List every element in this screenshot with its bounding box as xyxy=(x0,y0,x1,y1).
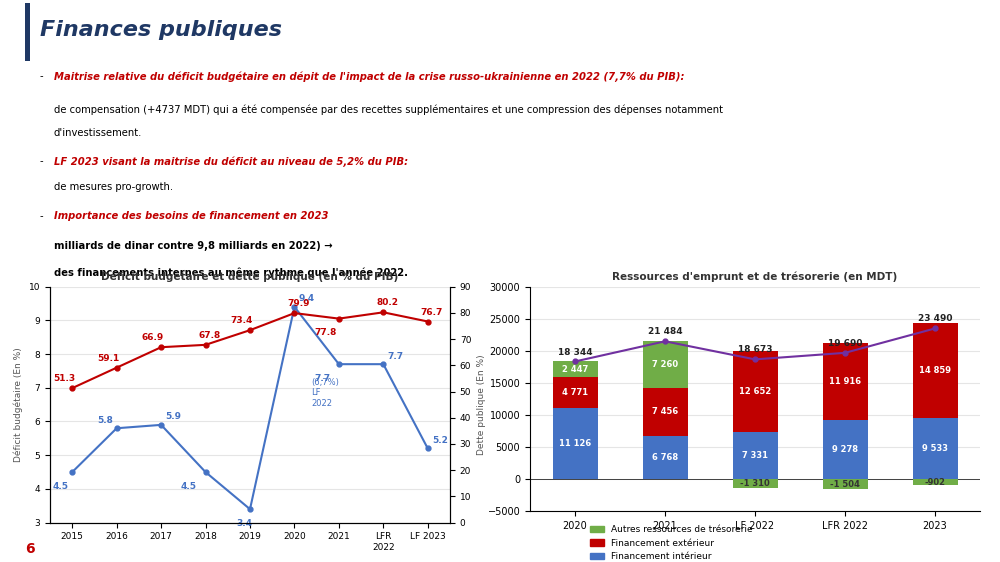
Title: Ressources d'emprunt et de trésorerie (en MDT): Ressources d'emprunt et de trésorerie (e… xyxy=(612,271,898,282)
Bar xyxy=(552,377,598,408)
Text: Maitrise relative du déficit budgétaire en dépit de l'impact de la crise russo-u: Maitrise relative du déficit budgétaire … xyxy=(54,71,684,81)
Text: 4.5: 4.5 xyxy=(181,482,197,491)
Bar xyxy=(732,351,778,432)
Text: -902: -902 xyxy=(924,478,946,487)
Bar xyxy=(822,420,868,479)
Text: 5.9: 5.9 xyxy=(165,413,181,422)
Text: 5.8: 5.8 xyxy=(97,416,113,425)
Text: 9 533: 9 533 xyxy=(922,444,948,453)
Text: 5.2: 5.2 xyxy=(432,436,448,445)
Bar xyxy=(912,323,958,418)
Text: Importance des besoins de financement en 2023: Importance des besoins de financement en… xyxy=(54,211,328,220)
Y-axis label: Dette publique (En %): Dette publique (En %) xyxy=(477,354,486,455)
Text: 7 456: 7 456 xyxy=(652,407,678,416)
Text: -: - xyxy=(40,156,46,166)
Text: 11 916: 11 916 xyxy=(829,377,861,386)
Text: -1 504: -1 504 xyxy=(830,479,860,488)
Text: 77.8: 77.8 xyxy=(314,328,336,337)
Text: 59.1: 59.1 xyxy=(97,353,119,362)
Text: 6: 6 xyxy=(25,542,35,556)
Bar xyxy=(822,343,868,420)
Bar xyxy=(642,388,688,436)
Text: 12 652: 12 652 xyxy=(739,387,771,396)
Bar xyxy=(912,479,958,485)
Text: 4 771: 4 771 xyxy=(562,388,588,397)
Y-axis label: Déficit budgétaire (En %): Déficit budgétaire (En %) xyxy=(14,347,23,462)
Text: 79.9: 79.9 xyxy=(288,299,310,308)
Text: 23 490: 23 490 xyxy=(918,315,952,324)
Text: Finances publiques: Finances publiques xyxy=(40,20,282,40)
Text: 11 126: 11 126 xyxy=(559,439,591,448)
Bar xyxy=(552,408,598,479)
Text: 67.8: 67.8 xyxy=(199,331,221,340)
Text: 6 768: 6 768 xyxy=(652,453,678,462)
Legend: Autres ressources de trésorerie, Financement extérieur, Financement intérieur, R: Autres ressources de trésorerie, Finance… xyxy=(586,522,789,562)
Text: 18 673: 18 673 xyxy=(738,346,772,355)
Text: 7.7: 7.7 xyxy=(314,374,330,383)
Bar xyxy=(642,341,688,388)
Text: 9 278: 9 278 xyxy=(832,445,858,454)
Text: 76.7: 76.7 xyxy=(421,307,443,316)
Text: 21 484: 21 484 xyxy=(648,328,682,337)
Bar xyxy=(732,432,778,479)
Text: 19 690: 19 690 xyxy=(828,339,862,348)
Bar xyxy=(822,479,868,489)
Text: de compensation (+4737 MDT) qui a été compensée par des recettes supplémentaires: de compensation (+4737 MDT) qui a été co… xyxy=(54,105,723,115)
Text: 3.4: 3.4 xyxy=(236,519,252,528)
Text: 18 344: 18 344 xyxy=(558,347,592,356)
Text: 7 331: 7 331 xyxy=(742,451,768,460)
Text: 66.9: 66.9 xyxy=(142,333,164,342)
Text: LF 2023 visant la maitrise du déficit au niveau de 5,2% du PIB:: LF 2023 visant la maitrise du déficit au… xyxy=(54,156,408,167)
Text: 7.7: 7.7 xyxy=(388,352,404,361)
Title: Déficit budgétaire et dette publique (en % du PIB): Déficit budgétaire et dette publique (en… xyxy=(101,271,399,282)
Text: (6,7%)
LF
2022: (6,7%) LF 2022 xyxy=(311,378,339,408)
Text: 2 447: 2 447 xyxy=(562,365,588,374)
Text: milliards de dinar contre 9,8 milliards en 2022) →: milliards de dinar contre 9,8 milliards … xyxy=(54,241,333,251)
Text: de mesures pro-growth.: de mesures pro-growth. xyxy=(54,182,173,192)
Bar xyxy=(552,361,598,377)
Bar xyxy=(912,418,958,479)
Bar xyxy=(732,479,778,488)
Bar xyxy=(25,3,30,61)
Text: 51.3: 51.3 xyxy=(53,374,75,383)
Bar xyxy=(642,436,688,479)
Text: des financements internes au même rythme que l'année 2022.: des financements internes au même rythme… xyxy=(54,267,408,278)
Text: 7 260: 7 260 xyxy=(652,360,678,369)
Text: -1 310: -1 310 xyxy=(740,479,770,488)
Text: 4.5: 4.5 xyxy=(53,482,69,491)
Text: 9.4: 9.4 xyxy=(299,294,315,303)
Text: 80.2: 80.2 xyxy=(376,298,398,307)
Text: 14 859: 14 859 xyxy=(919,366,951,375)
Text: -: - xyxy=(40,211,46,220)
Text: 73.4: 73.4 xyxy=(231,316,253,325)
Text: d'investissement.: d'investissement. xyxy=(54,128,142,138)
Text: -: - xyxy=(40,71,46,81)
